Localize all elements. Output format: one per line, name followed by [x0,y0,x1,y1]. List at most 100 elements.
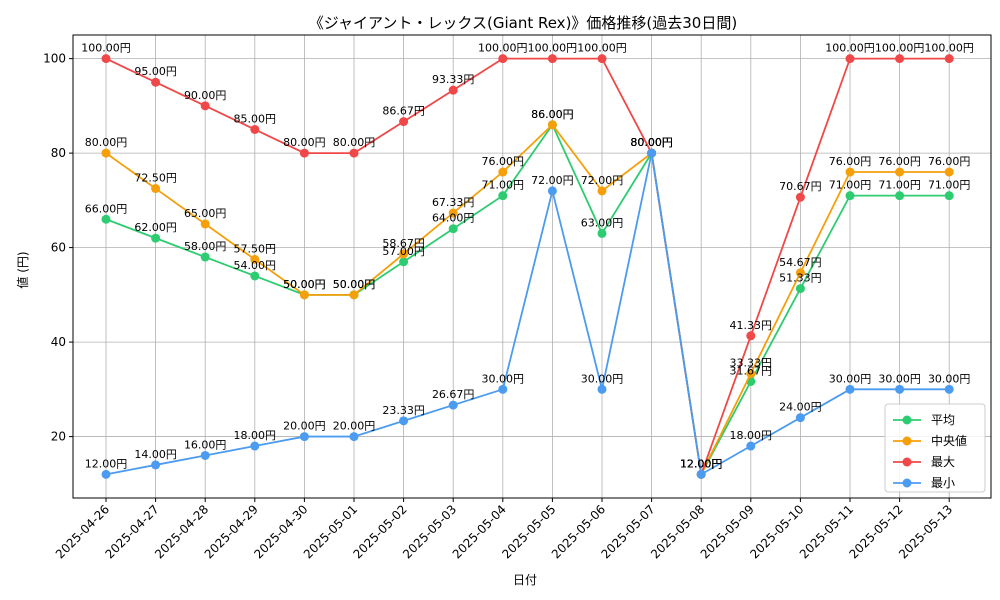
legend-swatch-marker [902,478,912,488]
legend-item-2: 中央値 [893,433,967,448]
data-label: 16.00円 [184,438,227,451]
data-label: 72.50円 [134,172,177,185]
data-label: 33.33円 [730,357,773,370]
data-point [845,54,855,64]
data-label: 100.00円 [528,42,578,55]
data-point [895,167,905,177]
data-label: 31.67円 [730,364,773,377]
data-label: 86.67円 [382,105,425,118]
data-label: 70.67円 [779,180,822,193]
data-label: 18.00円 [730,429,773,442]
series-line [105,122,950,478]
data-label: 51.33円 [779,272,822,285]
data-label: 80.00円 [85,136,128,149]
y-tick-label: 40 [51,335,66,349]
legend-label: 中央値 [931,433,967,448]
legend-label: 最小 [931,476,955,490]
data-point [498,384,508,394]
data-label: 30.00円 [928,372,971,385]
legend-item-1: 平均 [893,413,955,427]
data-label: 57.00円 [382,245,425,258]
data-point [944,191,954,201]
data-label: 30.00円 [482,372,525,385]
data-label: 54.67円 [779,256,822,269]
data-point [895,191,905,201]
data-point [746,369,756,379]
data-label: 24.00円 [779,401,822,414]
data-label: 76.00円 [829,155,872,168]
data-label: 100.00円 [875,42,925,55]
data-point [647,148,657,158]
y-tick-label: 100 [43,52,66,66]
data-point [101,469,111,479]
data-point [200,101,210,111]
data-point [944,54,954,64]
data-label: 57.50円 [234,242,277,255]
data-point [250,124,260,134]
data-label: 12.00円 [85,457,128,470]
data-label: 85.00円 [234,112,277,125]
data-label: 76.00円 [878,155,921,168]
data-point [597,186,607,196]
data-point [349,290,359,300]
data-point [498,54,508,64]
data-label: 100.00円 [825,42,875,55]
data-point [795,192,805,202]
data-label: 80.00円 [333,136,376,149]
data-label: 71.00円 [878,179,921,192]
data-label: 41.33円 [730,319,773,332]
data-point [795,413,805,423]
data-label: 71.00円 [928,179,971,192]
data-point [250,254,260,264]
data-label: 80.00円 [630,136,673,149]
series-line [105,57,950,475]
data-label: 26.67円 [432,388,475,401]
data-point [399,249,409,259]
y-axis-label: 値 (円) [15,251,30,288]
data-point [795,268,805,278]
data-point [399,117,409,127]
data-point [597,54,607,64]
data-point [845,384,855,394]
y-tick-label: 20 [51,430,66,444]
data-label: 86.00円 [531,108,574,121]
data-label: 63.00円 [581,216,624,229]
data-point [448,208,458,218]
data-point [448,400,458,410]
legend-box [884,403,986,493]
data-point [895,384,905,394]
data-label: 20.00円 [283,420,326,433]
legend-swatch-marker [902,415,912,425]
series-line [105,123,950,478]
series-line [105,152,950,476]
data-point [696,469,706,479]
data-label: 67.33円 [432,196,475,209]
data-point [498,167,508,177]
data-label: 30.00円 [878,372,921,385]
data-point [448,85,458,95]
data-label: 50.00円 [283,278,326,291]
plot-frame [72,34,992,499]
legend-swatch-marker [902,436,912,446]
data-label: 50.00円 [333,278,376,291]
data-label: 14.00円 [134,448,177,461]
data-point [597,384,607,394]
data-point [299,432,309,442]
data-point [349,432,359,442]
chart-title: 《ジャイアント・レックス(Giant Rex)》価格推移(過去30日間) [309,14,737,32]
y-axis: 20 40 60 80 100 [43,52,73,444]
y-tick-label: 60 [51,241,66,255]
data-label: 76.00円 [482,155,525,168]
data-point [200,450,210,460]
data-label: 50.00円 [333,278,376,291]
data-label: 18.00円 [234,429,277,442]
data-label: 80.00円 [630,136,673,149]
data-point [399,257,409,267]
grid [73,35,991,498]
series-1 [101,120,954,479]
data-label: 30.00円 [829,372,872,385]
data-label: 62.00円 [134,221,177,234]
data-label: 30.00円 [581,372,624,385]
x-tick-label: 2025-05-13 [896,502,955,561]
